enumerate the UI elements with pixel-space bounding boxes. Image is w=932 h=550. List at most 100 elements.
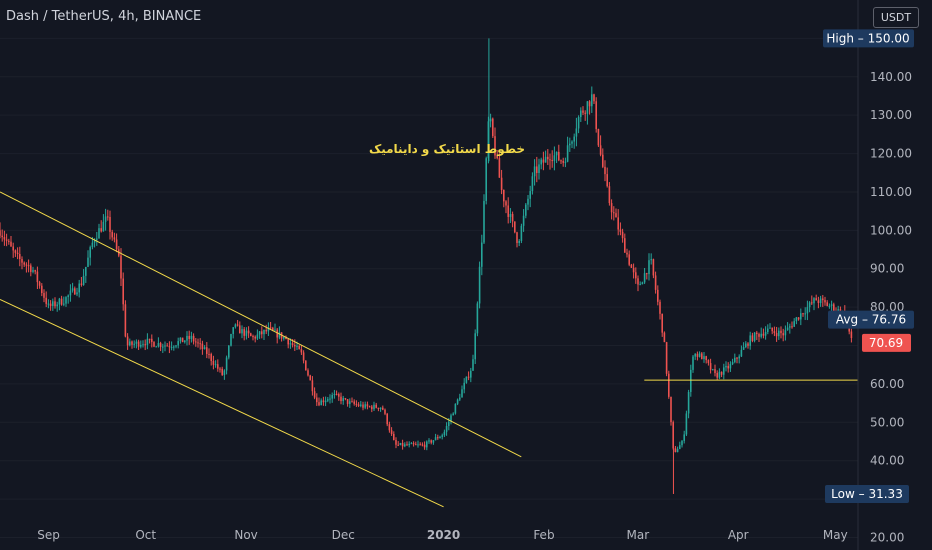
candle-body [406,444,408,446]
candle-body [575,128,578,137]
candle-body [320,400,322,406]
candle-body [542,159,545,163]
candle-body [652,259,655,276]
candle-body [525,204,527,216]
candle-body [111,231,113,238]
candle-body [613,212,615,214]
candle-body [784,330,787,336]
high-price-label: High – 150.00 [823,29,914,48]
candle-body [133,343,135,345]
candle-body [192,335,195,342]
time-axis[interactable]: Sep Oct Nov Dec 2020 Feb Mar Apr May [37,528,847,542]
candle-body [135,341,138,344]
candle-body [665,342,668,374]
candle-body [366,404,369,407]
candle-body [703,356,705,360]
candle-body [826,302,828,307]
candle-body [511,213,514,222]
candle-body [36,271,39,283]
candle-body [313,391,316,398]
candle-body [373,404,375,410]
candle-body [621,231,624,239]
candle-body [223,370,226,375]
candle-body [159,343,162,347]
price-labels: High – 150.00 Avg – 76.76 70.69 Low – 31… [823,29,914,503]
candle-body [74,288,76,295]
candle-body [5,239,8,241]
candle-body [247,330,250,334]
candle-body [786,327,789,331]
candle-body [463,382,465,390]
candle-body [769,327,771,329]
candle-body [676,449,679,453]
candle-body [331,394,333,399]
candle-body [500,177,503,190]
y-tick-label: 140.00 [870,70,912,84]
candle-body [760,333,762,337]
candle-body [241,329,243,334]
candle-body [395,440,397,445]
candle-body [850,331,853,339]
candle-body [10,241,12,247]
candle-body [296,345,298,347]
candle-body [335,393,338,395]
candle-body [109,216,111,232]
candle-body [393,433,395,441]
candle-body [316,397,318,403]
candle-body [593,94,595,102]
candle-body [547,156,549,160]
candle-body [668,373,670,397]
candle-body [258,331,261,335]
trendlines [0,191,858,508]
candle-body [481,242,483,267]
candle-body [617,217,619,230]
candle-body [681,440,683,446]
candle-body [386,413,388,425]
candle-body [745,343,747,348]
candle-body [661,313,663,333]
candle-body [729,364,732,369]
y-tick-label: 130.00 [870,108,912,122]
candle-body [239,325,241,334]
svg-text:Avg – 76.76: Avg – 76.76 [836,313,906,327]
candle-body [489,118,492,122]
candle-body [76,292,78,295]
price-axis[interactable]: 20.0030.0040.0050.0060.0070.0080.0090.00… [857,0,912,550]
currency-badge[interactable]: USDT [873,7,919,28]
candle-body [727,365,729,369]
candle-body [558,151,560,161]
candle-body [536,166,538,173]
candle-body [749,335,751,346]
candle-body [492,118,494,137]
candle-body [714,369,716,374]
candle-body [533,166,536,177]
candle-body [445,425,448,432]
candle-body [263,330,265,335]
candle-body [399,443,402,445]
avg-dash: – [862,313,868,327]
candle-body [153,341,155,347]
candle-body [802,313,804,315]
candle-body [663,332,666,343]
candle-body [817,300,820,303]
candle-body [360,404,362,406]
candle-body [333,393,336,395]
candle-body [221,368,223,375]
candle-body [522,215,525,226]
candle-body [177,341,179,346]
candle-body [514,221,516,233]
candle-body [778,330,780,337]
candle-body [252,336,254,338]
channel-upper [0,191,522,458]
candle-body [797,317,800,320]
candle-body [478,266,481,304]
candle-body [657,289,659,302]
candle-body [569,143,571,146]
candle-body [608,186,611,204]
candle-body [467,376,470,378]
candle-body [793,321,795,327]
candle-body [595,101,597,130]
candle-body [531,176,534,192]
candle-body [529,191,531,199]
